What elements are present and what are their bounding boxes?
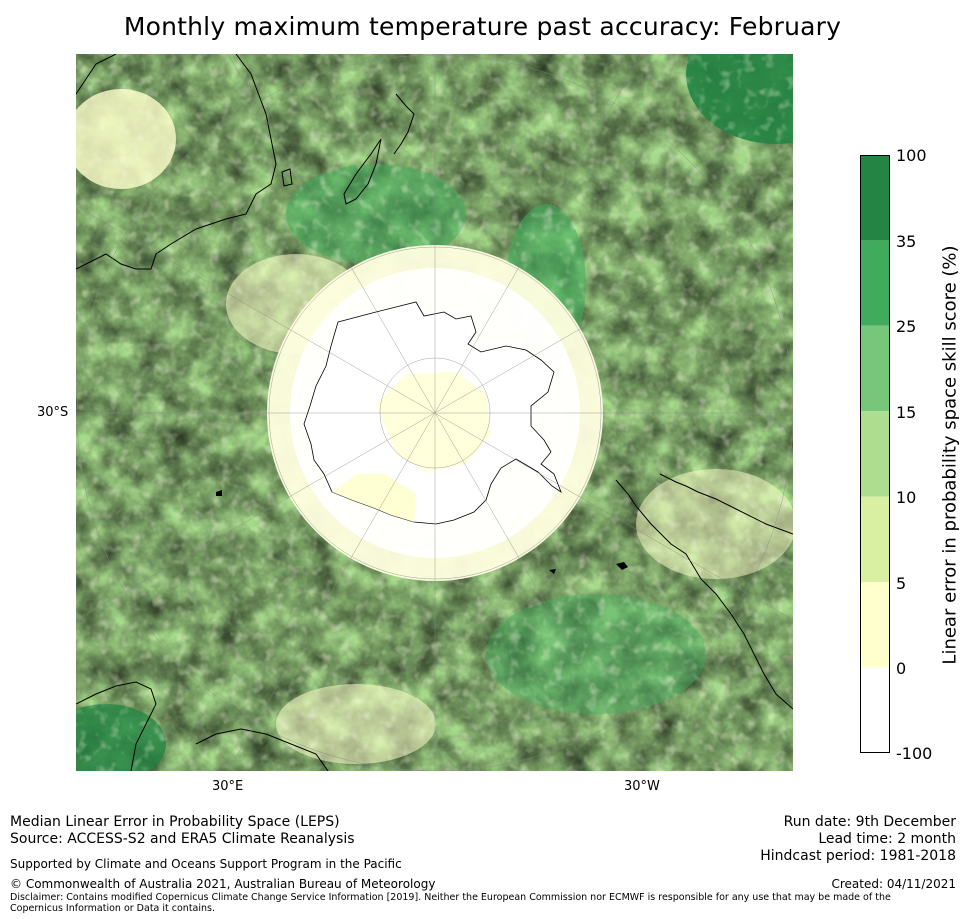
colorbar-band-0-5 xyxy=(860,582,890,668)
falklands xyxy=(616,562,628,570)
africa-coast-2 xyxy=(195,728,329,771)
footer-run-date: Run date: 9th December xyxy=(783,814,956,830)
new-zealand-south xyxy=(343,138,382,205)
colorbar-band-neg100-0 xyxy=(860,667,890,753)
footer-hindcast: Hindcast period: 1981-2018 xyxy=(760,848,956,864)
footer-method: Median Linear Error in Probability Space… xyxy=(10,814,340,830)
australia-coast xyxy=(76,54,277,270)
colorbar-tick-10: 10 xyxy=(896,488,917,507)
colorbar-tick-5: 5 xyxy=(896,574,907,593)
footer-support: Supported by Climate and Oceans Support … xyxy=(10,857,402,871)
colorbar-band-35-100 xyxy=(860,155,890,241)
colorbar-label: Linear error in probability space skill … xyxy=(939,245,961,665)
colorbar xyxy=(860,155,890,753)
lon-label-30e: 30°E xyxy=(212,779,244,794)
colorbar-tick-neg100: -100 xyxy=(896,744,933,763)
colorbar-band-5-10 xyxy=(860,496,890,582)
new-zealand-north xyxy=(393,93,415,155)
colorbar-tick-0: 0 xyxy=(896,659,907,678)
footer-source: Source: ACCESS-S2 and ERA5 Climate Reana… xyxy=(10,831,355,847)
colorbar-band-15-25 xyxy=(860,325,890,412)
footer-copyright: © Commonwealth of Australia 2021, Austra… xyxy=(10,877,436,891)
south-america-coast xyxy=(615,473,793,710)
skill-score-map xyxy=(76,54,793,771)
colorbar-band-25-35 xyxy=(860,240,890,326)
colorbar-tick-100: 100 xyxy=(896,146,927,165)
colorbar-tick-35: 35 xyxy=(896,232,917,251)
lon-label-30w: 30°W xyxy=(624,779,660,794)
lat-label-30s: 30°S xyxy=(37,405,69,420)
africa-coast xyxy=(76,681,157,771)
footer-disclaimer: Disclaimer: Contains modified Copernicus… xyxy=(10,892,891,914)
colorbar-tick-15: 15 xyxy=(896,403,917,422)
tasmania xyxy=(281,168,293,187)
colorbar-band-10-15 xyxy=(860,411,890,497)
south-georgia xyxy=(549,569,556,574)
footer-lead-time: Lead time: 2 month xyxy=(818,831,956,847)
graticule xyxy=(76,54,793,771)
kerguelen xyxy=(216,490,222,496)
ross-region xyxy=(332,474,416,522)
map-title: Monthly maximum temperature past accurac… xyxy=(123,12,842,41)
colorbar-frame xyxy=(860,155,890,753)
footer-created: Created: 04/11/2021 xyxy=(831,877,956,891)
colorbar-tick-25: 25 xyxy=(896,317,917,336)
